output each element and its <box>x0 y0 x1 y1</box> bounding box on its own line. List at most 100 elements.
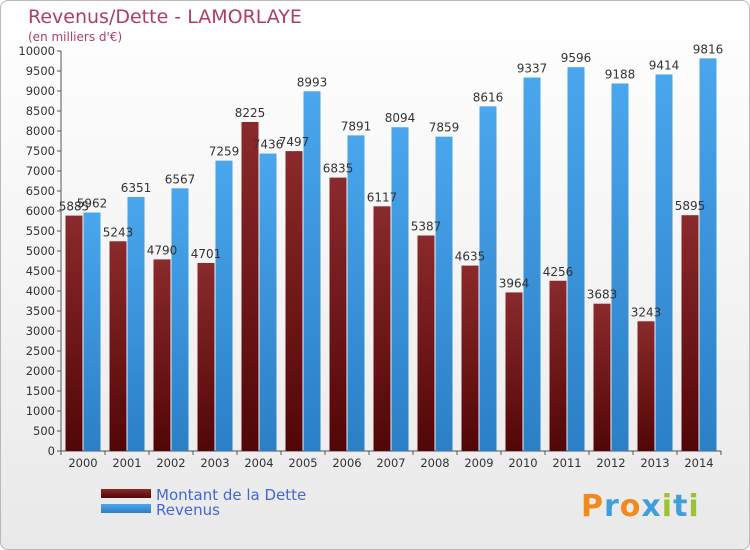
data-label-revenus: 8993 <box>297 75 328 89</box>
bar-revenus <box>215 160 233 451</box>
data-label-dette: 3683 <box>587 288 618 302</box>
bar-dette <box>373 206 391 451</box>
legend-swatch-dette <box>101 489 151 498</box>
data-label-dette: 3243 <box>631 305 662 319</box>
data-label-revenus: 6567 <box>165 172 196 186</box>
data-label-revenus: 9816 <box>693 42 724 56</box>
y-tick-label: 2500 <box>26 344 55 358</box>
proxiti-logo: Proxiti <box>581 489 700 524</box>
y-tick-label: 2000 <box>26 364 55 378</box>
bar-dette <box>505 292 523 451</box>
data-label-dette: 6835 <box>323 162 354 176</box>
data-label-dette: 5885 <box>59 200 90 214</box>
bar-revenus <box>435 136 453 451</box>
x-tick-label: 2011 <box>552 456 581 470</box>
data-label-dette: 4256 <box>543 265 574 279</box>
bar-dette <box>549 280 567 451</box>
x-tick-label: 2002 <box>156 456 185 470</box>
logo-letter: o <box>619 489 642 524</box>
data-label-revenus: 7859 <box>429 121 460 135</box>
y-tick-label: 8000 <box>26 124 55 138</box>
data-label-revenus: 5962 <box>77 197 108 211</box>
data-label-revenus: 8094 <box>385 111 416 125</box>
bar-dette <box>109 241 127 451</box>
y-tick-label: 7000 <box>26 164 55 178</box>
data-label-dette: 6117 <box>367 190 398 204</box>
bar-revenus <box>171 188 189 451</box>
data-label-revenus: 7259 <box>209 145 240 159</box>
bar-dette <box>461 265 479 451</box>
y-tick-label: 4000 <box>26 284 55 298</box>
logo-letter: i <box>688 489 700 524</box>
data-label-revenus: 7436 <box>253 138 284 152</box>
bar-revenus <box>655 74 673 451</box>
legend-label-dette: Montant de la Dette <box>156 486 307 504</box>
y-tick-label: 1500 <box>26 384 55 398</box>
logo-letter: r <box>604 489 620 524</box>
y-tick-label: 3000 <box>26 324 55 338</box>
x-tick-label: 2009 <box>464 456 493 470</box>
data-label-dette: 5895 <box>675 199 706 213</box>
bar-revenus <box>347 135 365 452</box>
logo-letter: t <box>673 489 689 524</box>
bar-dette <box>285 151 303 451</box>
legend-label-revenus: Revenus <box>156 501 220 519</box>
bar-revenus <box>479 106 497 452</box>
bar-dette <box>65 215 83 451</box>
legend-swatch-revenus <box>101 504 151 513</box>
bar-dette <box>329 177 347 451</box>
bar-revenus <box>303 91 321 451</box>
chart-title: Revenus/Dette - LAMORLAYE <box>28 6 302 28</box>
y-tick-label: 5500 <box>26 224 55 238</box>
bar-revenus <box>611 83 629 451</box>
x-tick-label: 2007 <box>376 456 405 470</box>
data-label-dette: 4790 <box>147 243 178 257</box>
y-tick-label: 9000 <box>26 84 55 98</box>
data-label-dette: 5243 <box>103 225 134 239</box>
y-tick-label: 5000 <box>26 244 55 258</box>
data-label-dette: 4701 <box>191 247 222 261</box>
y-tick-label: 6000 <box>26 204 55 218</box>
data-label-revenus: 8616 <box>473 90 504 104</box>
y-tick-label: 4500 <box>26 264 55 278</box>
x-tick-label: 2001 <box>112 456 141 470</box>
x-tick-label: 2008 <box>420 456 449 470</box>
x-tick-label: 2005 <box>288 456 317 470</box>
y-tick-label: 6500 <box>26 184 55 198</box>
data-label-revenus: 6351 <box>121 181 152 195</box>
y-tick-label: 3500 <box>26 304 55 318</box>
logo-letter: i <box>661 489 674 524</box>
bar-dette <box>153 259 171 451</box>
x-tick-label: 2006 <box>332 456 361 470</box>
logo-letter: x <box>641 489 662 524</box>
data-label-revenus: 9414 <box>649 58 680 72</box>
x-tick-label: 2004 <box>244 456 273 470</box>
bar-revenus <box>699 58 717 452</box>
bar-dette <box>417 235 435 451</box>
y-tick-label: 500 <box>33 424 55 438</box>
data-label-revenus: 9188 <box>605 67 636 81</box>
bar-revenus <box>523 77 541 452</box>
y-tick-label: 10000 <box>18 44 55 58</box>
data-label-dette: 8225 <box>235 106 266 120</box>
data-label-dette: 3964 <box>499 276 530 290</box>
data-label-dette: 4635 <box>455 250 486 264</box>
bar-revenus <box>83 212 101 451</box>
data-label-revenus: 9337 <box>517 62 548 76</box>
x-tick-label: 2012 <box>596 456 625 470</box>
x-tick-label: 2000 <box>68 456 97 470</box>
data-label-revenus: 7891 <box>341 119 372 133</box>
chart-subtitle: (en milliers d'€) <box>28 30 123 44</box>
x-tick-label: 2010 <box>508 456 537 470</box>
x-tick-label: 2003 <box>200 456 229 470</box>
data-label-revenus: 9596 <box>561 51 592 65</box>
x-tick-label: 2014 <box>684 456 713 470</box>
y-tick-label: 8500 <box>26 104 55 118</box>
bar-dette <box>637 321 655 451</box>
y-tick-label: 9500 <box>26 64 55 78</box>
y-tick-label: 0 <box>48 444 55 458</box>
bar-dette <box>197 262 215 451</box>
y-tick-label: 7500 <box>26 144 55 158</box>
bar-revenus <box>391 127 409 452</box>
